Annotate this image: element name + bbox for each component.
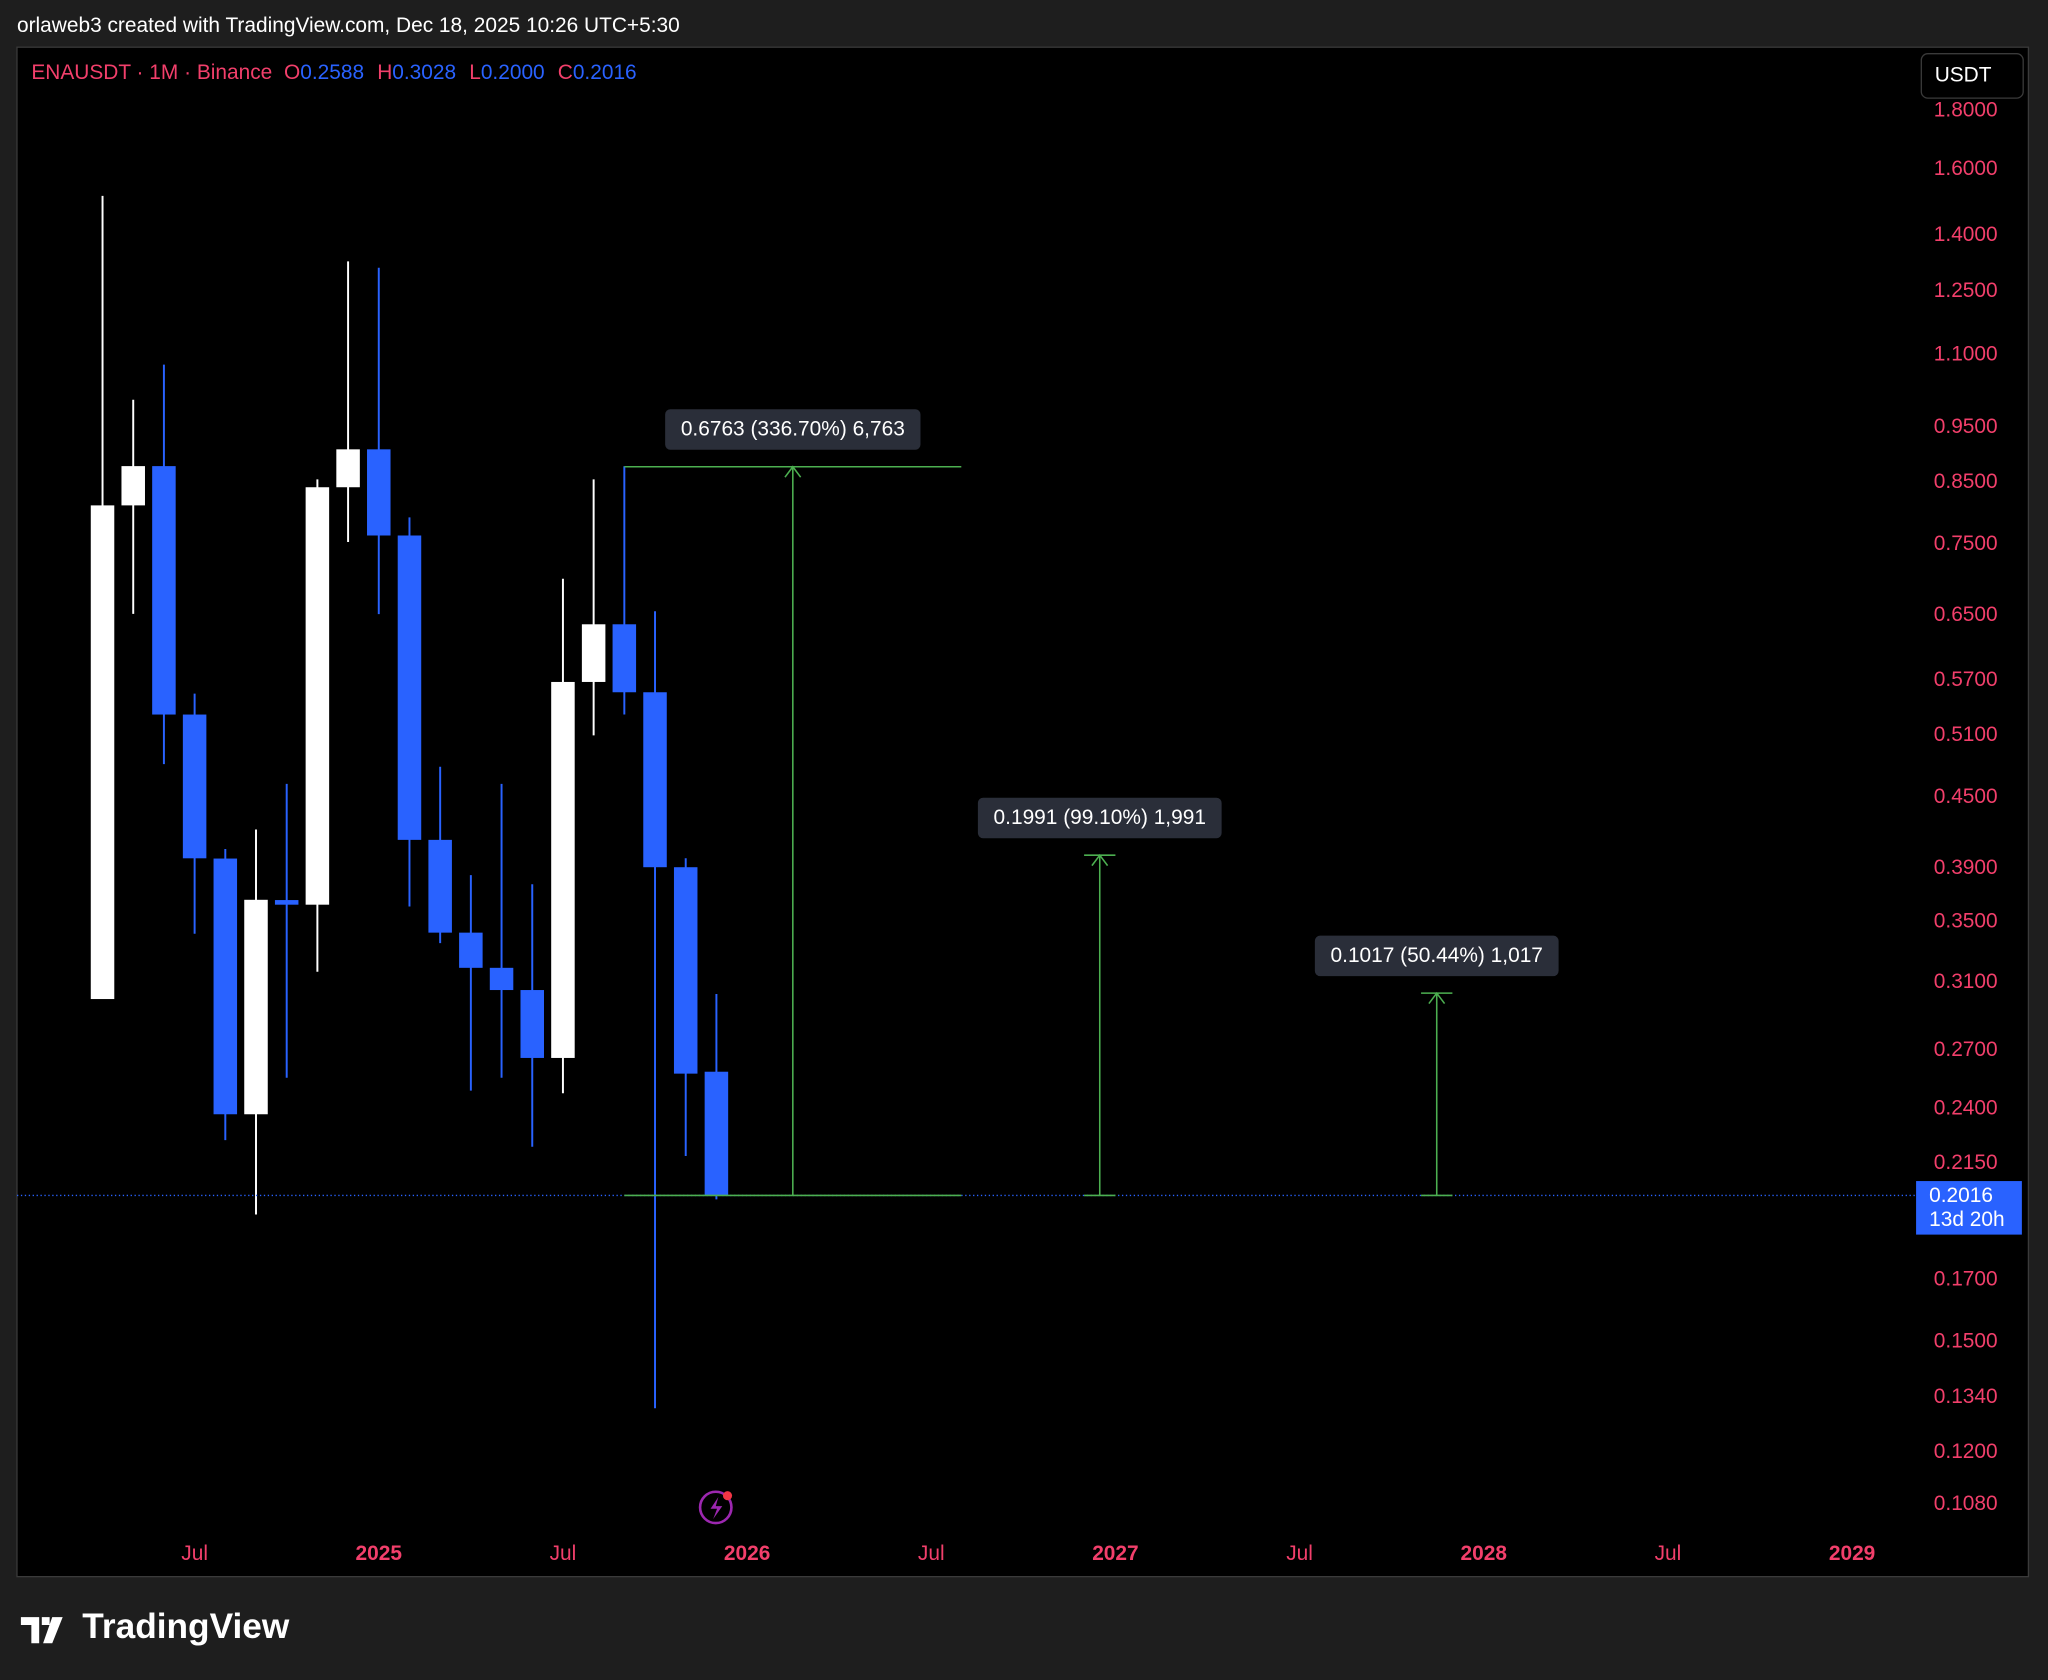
y-tick-label: 0.5100 — [1934, 723, 1998, 746]
y-tick-label: 0.1700 — [1934, 1267, 1998, 1290]
candle-body — [336, 449, 360, 488]
currency-label[interactable]: USDT — [1935, 63, 1992, 86]
legend-key: O — [284, 61, 300, 84]
candle-body — [581, 624, 606, 682]
y-tick-label: 0.9500 — [1934, 415, 1998, 438]
x-tick-label: Jul — [1655, 1542, 1682, 1565]
legend-key: C — [558, 61, 573, 84]
candle-body — [367, 449, 391, 536]
candle-body — [305, 487, 330, 905]
currency-box[interactable] — [1920, 53, 2024, 99]
arrow-head — [1428, 991, 1446, 1005]
label-text: 0.6763 (336.70%) 6,763 — [681, 418, 905, 441]
legend: ENAUSDT · 1M · Binance O 0.2588 H 0.3028 L 0.… — [31, 61, 636, 84]
y-tick-label: 0.8500 — [1934, 470, 1998, 493]
label-box — [665, 409, 921, 450]
countdown-label: 13d 20h — [1929, 1208, 2004, 1231]
y-tick-label: 1.6000 — [1934, 157, 1998, 180]
y-tick-label: 0.1200 — [1934, 1440, 1998, 1463]
measure-label: 0.6763 (336.70%) 6,763 — [665, 409, 921, 450]
logo-icon — [20, 1617, 63, 1644]
y-tick-label: 0.1500 — [1934, 1329, 1998, 1352]
y-tick-label: 0.4500 — [1934, 785, 1998, 808]
candle-body — [459, 932, 483, 968]
candle-body — [643, 692, 667, 868]
label-box — [977, 797, 1222, 839]
logo-text: TradingView — [82, 1607, 290, 1646]
y-tick-label: 0.7500 — [1934, 532, 1998, 555]
legend-value: 0.2588 — [300, 61, 364, 84]
icon-dot — [722, 1491, 733, 1501]
x-tick-label: Jul — [918, 1542, 945, 1565]
x-tick-label: 2027 — [1092, 1542, 1138, 1565]
candle-body — [182, 714, 207, 859]
candle-body — [704, 1071, 729, 1196]
icon-ring — [698, 1490, 733, 1525]
y-tick-label: 0.3900 — [1934, 856, 1998, 879]
y-tick-label: 0.1340 — [1934, 1385, 1998, 1408]
x-tick-label: 2029 — [1829, 1542, 1875, 1565]
y-tick-label: 1.4000 — [1934, 223, 1998, 246]
candle-body — [274, 900, 299, 905]
measure-label: 0.1017 (50.44%) 1,017 — [1314, 935, 1559, 977]
y-tick-label: 0.3500 — [1934, 910, 1998, 933]
y-tick-label: 0.2400 — [1934, 1097, 1998, 1120]
candle-body — [152, 466, 176, 715]
measure-label: 0.1991 (99.10%) 1,991 — [977, 797, 1222, 839]
candle-body — [397, 535, 422, 840]
y-tick-label: 0.6500 — [1934, 603, 1998, 626]
x-tick-label: Jul — [181, 1542, 208, 1565]
icon-bolt — [710, 1496, 723, 1520]
label-text: 0.1991 (99.10%) 1,991 — [994, 806, 1206, 829]
legend-symbol: ENAUSDT · 1M · Binance — [31, 61, 272, 84]
legend-value: 0.3028 — [392, 61, 456, 84]
candle-body — [244, 899, 268, 1115]
candle-body — [121, 466, 145, 506]
x-tick-label: 2025 — [356, 1542, 403, 1565]
candle-body — [520, 990, 544, 1058]
x-tick-label: Jul — [550, 1542, 577, 1565]
alert-icon — [698, 1490, 733, 1525]
y-tick-label: 1.1000 — [1934, 343, 1998, 366]
y-tick-label: 1.2500 — [1934, 279, 1998, 302]
candle-body — [612, 624, 637, 693]
footer-logo: TradingView — [20, 1607, 290, 1646]
candle-body — [90, 505, 115, 1000]
y-tick-label: 0.2700 — [1934, 1038, 1998, 1061]
label-box — [1314, 935, 1559, 977]
x-tick-label: 2026 — [724, 1542, 770, 1565]
x-tick-label: Jul — [1286, 1542, 1313, 1565]
candle-body — [213, 858, 238, 1115]
candle-body — [673, 867, 698, 1074]
y-tick-label: 1.8000 — [1934, 99, 1998, 122]
candle-body — [428, 839, 452, 933]
y-tick-label: 0.1080 — [1934, 1492, 1998, 1515]
legend-key: H — [377, 61, 392, 84]
y-tick-label: 0.2150 — [1934, 1151, 1998, 1174]
y-tick-label: 0.3100 — [1934, 970, 1998, 993]
arrow-head — [784, 465, 802, 478]
legend-value: 0.2016 — [573, 61, 637, 84]
legend-key: L — [469, 61, 481, 84]
candle-body — [489, 967, 514, 991]
arrow-head — [1091, 853, 1109, 867]
y-tick-label: 0.5700 — [1934, 668, 1998, 691]
price-label: 0.2016 — [1929, 1184, 1993, 1207]
candle-body — [551, 681, 575, 1058]
x-tick-label: 2028 — [1461, 1542, 1507, 1565]
price-box — [1916, 1181, 2022, 1235]
label-text: 0.1017 (50.44%) 1,017 — [1331, 944, 1543, 967]
header-text: orlaweb3 created with TradingView.com, D… — [17, 14, 680, 37]
legend-value: 0.2000 — [481, 61, 545, 84]
